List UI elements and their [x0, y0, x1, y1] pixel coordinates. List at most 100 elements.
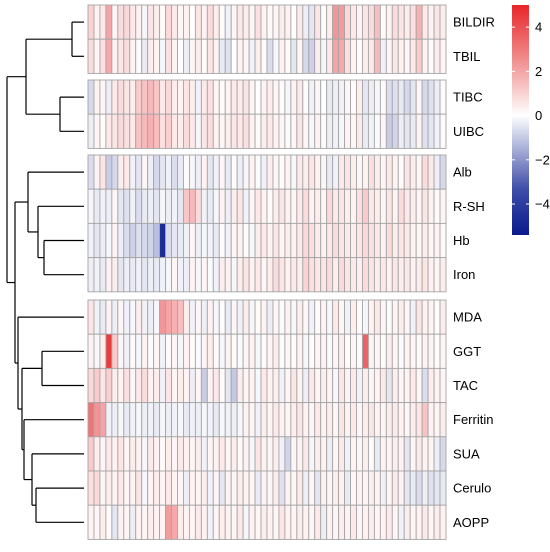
heatmap-cell [296, 79, 304, 115]
heatmap-cell [350, 38, 357, 74]
heatmap-cell [147, 367, 155, 404]
legend-color-bar [512, 5, 529, 235]
heatmap-row-ferritin [87, 402, 447, 438]
heatmap-cell [338, 402, 346, 438]
row-label: Ferritin [453, 412, 493, 427]
heatmap-cell [188, 436, 196, 472]
heatmap-cell [385, 436, 393, 472]
heatmap-cell [332, 257, 340, 293]
heatmap-cell [272, 436, 280, 472]
heatmap-cell [123, 188, 131, 224]
heatmap-cell [326, 113, 334, 149]
heatmap-cell [236, 222, 244, 259]
row-label: TAC [453, 378, 478, 393]
heatmap-cell [105, 470, 113, 506]
heatmap-cell [302, 333, 310, 369]
heatmap-cell [302, 299, 310, 335]
heatmap-cell [183, 436, 190, 472]
heatmap-cell [367, 257, 375, 293]
heatmap-cell [278, 4, 286, 40]
heatmap-cell [248, 79, 256, 115]
heatmap-cell [379, 188, 387, 224]
heatmap-cell [111, 38, 119, 74]
heatmap-cell [332, 113, 340, 149]
heatmap-cell [433, 436, 441, 472]
heatmap-cell [314, 38, 322, 74]
heatmap-cell [111, 154, 119, 190]
heatmap-cell [356, 299, 363, 335]
heatmap-cell [367, 402, 375, 438]
heatmap-cell [397, 402, 405, 438]
heatmap-cell [367, 79, 375, 115]
heatmap-cell [129, 222, 137, 259]
heatmap-cell [403, 333, 411, 369]
heatmap-cell [362, 4, 369, 40]
heatmap-cell [379, 402, 387, 438]
heatmap-cell [421, 299, 429, 335]
heatmap-cell [117, 470, 125, 506]
heatmap-cell [153, 154, 161, 190]
heatmap-cell [123, 333, 131, 369]
heatmap-cell [344, 504, 351, 540]
heatmap-cell [165, 402, 172, 438]
heatmap-cell [326, 188, 334, 224]
heatmap-cell [439, 367, 447, 404]
heatmap-cell [224, 402, 232, 438]
heatmap-cell [218, 504, 226, 540]
heatmap-cell [230, 38, 238, 74]
heatmap-cell [254, 154, 262, 190]
heatmap-cell [194, 113, 202, 149]
heatmap-cell [403, 470, 411, 506]
heatmap-cell [427, 113, 435, 149]
heatmap-cell [439, 222, 447, 259]
heatmap-cell [177, 38, 184, 74]
heatmap-cell [206, 299, 214, 335]
heatmap-row-cerulo [87, 470, 447, 506]
heatmap-cell [362, 504, 369, 540]
heatmap-cell [290, 367, 298, 404]
heatmap-cell [177, 79, 184, 115]
heatmap-cell [105, 38, 113, 74]
heatmap-cell [93, 470, 101, 506]
heatmap-cell [159, 257, 167, 293]
heatmap-cell [344, 402, 351, 438]
heatmap-cell [99, 257, 107, 293]
heatmap-cell [302, 113, 310, 149]
heatmap-cell [123, 504, 131, 540]
heatmap-cell [165, 257, 172, 293]
heatmap-cell [224, 188, 232, 224]
heatmap-cell [272, 402, 280, 438]
heatmap-cell [135, 470, 143, 506]
heatmap-cell [93, 188, 101, 224]
heatmap-cell [135, 38, 143, 74]
heatmap-cell [129, 79, 137, 115]
heatmap-cell [224, 222, 232, 259]
heatmap-cell [433, 188, 441, 224]
heatmap-cell [338, 79, 346, 115]
legend-tick-label: 2 [535, 64, 542, 79]
heatmap-cell [284, 257, 292, 293]
heatmap-cell [105, 257, 113, 293]
heatmap-cell [266, 436, 274, 472]
heatmap-cell [296, 367, 304, 404]
heatmap-cell [224, 333, 232, 369]
heatmap-cell [224, 257, 232, 293]
heatmap-cell [433, 402, 441, 438]
heatmap-cell [147, 470, 155, 506]
heatmap-cell [153, 222, 161, 259]
heatmap-cell [379, 38, 387, 74]
heatmap-cell [338, 367, 346, 404]
heatmap-cell [206, 333, 214, 369]
heatmap-cell [218, 436, 226, 472]
heatmap-cell [385, 222, 393, 259]
heatmap-cell [362, 113, 369, 149]
heatmap-cell [87, 470, 95, 506]
heatmap-cell [350, 4, 357, 40]
heatmap-cell [409, 4, 417, 40]
heatmap-cell [356, 470, 363, 506]
heatmap-cell [242, 79, 250, 115]
heatmap-cell [332, 367, 340, 404]
heatmap-cell [421, 79, 429, 115]
heatmap-cell [105, 333, 113, 369]
heatmap-cell [391, 38, 399, 74]
